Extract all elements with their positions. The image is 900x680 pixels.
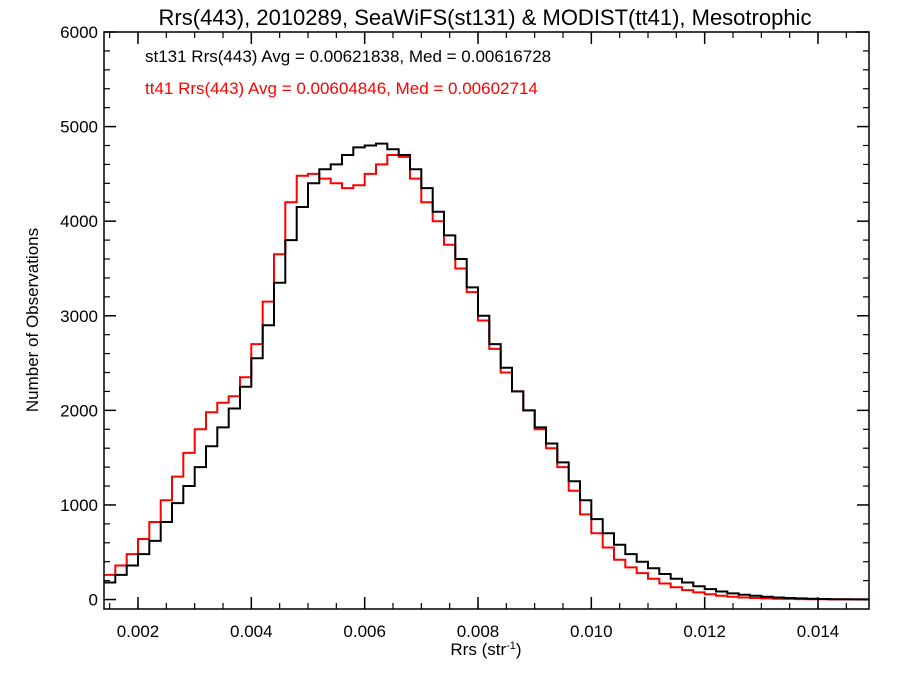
series-layer [104,142,869,601]
legend-label-tt41: tt41 Rrs(443) Avg = 0.00604846, Med = 0.… [145,79,538,98]
chart-title: Rrs(443), 2010289, SeaWiFS(st131) & MODI… [159,5,812,30]
legend: st131 Rrs(443) Avg = 0.00621838, Med = 0… [145,47,551,98]
series-line-st131 [104,142,869,601]
x-tick-label: 0.004 [230,622,273,641]
x-axis-ticks: 0.002 0.004 0.006 0.008 0.010 0.012 0.014 [109,32,847,641]
y-tick-label: 6000 [60,23,98,42]
x-axis-label-main: Rrs (str [450,640,506,659]
y-tick-label: 2000 [60,401,98,420]
x-axis-label-superscript: -1 [506,640,516,652]
y-tick-label: 1000 [60,496,98,515]
x-tick-label: 0.010 [570,622,613,641]
y-tick-label: 4000 [60,212,98,231]
x-axis-label: Rrs (str-1) [450,640,521,659]
y-tick-label: 0 [89,591,98,610]
y-tick-label: 5000 [60,118,98,137]
plot-frame [103,31,870,610]
x-tick-label: 0.008 [457,622,500,641]
x-tick-label: 0.002 [117,622,160,641]
x-tick-label: 0.012 [683,622,726,641]
x-tick-label: 0.006 [343,622,386,641]
y-axis-ticks: 0 1000 2000 3000 4000 5000 6000 [60,23,869,610]
series-line-tt41 [104,154,869,601]
x-tick-label: 0.014 [797,622,840,641]
legend-label-st131: st131 Rrs(443) Avg = 0.00621838, Med = 0… [145,47,551,66]
y-tick-label: 3000 [60,307,98,326]
x-axis-label-close: ) [516,640,522,659]
y-axis-label: Number of Observations [23,228,42,412]
